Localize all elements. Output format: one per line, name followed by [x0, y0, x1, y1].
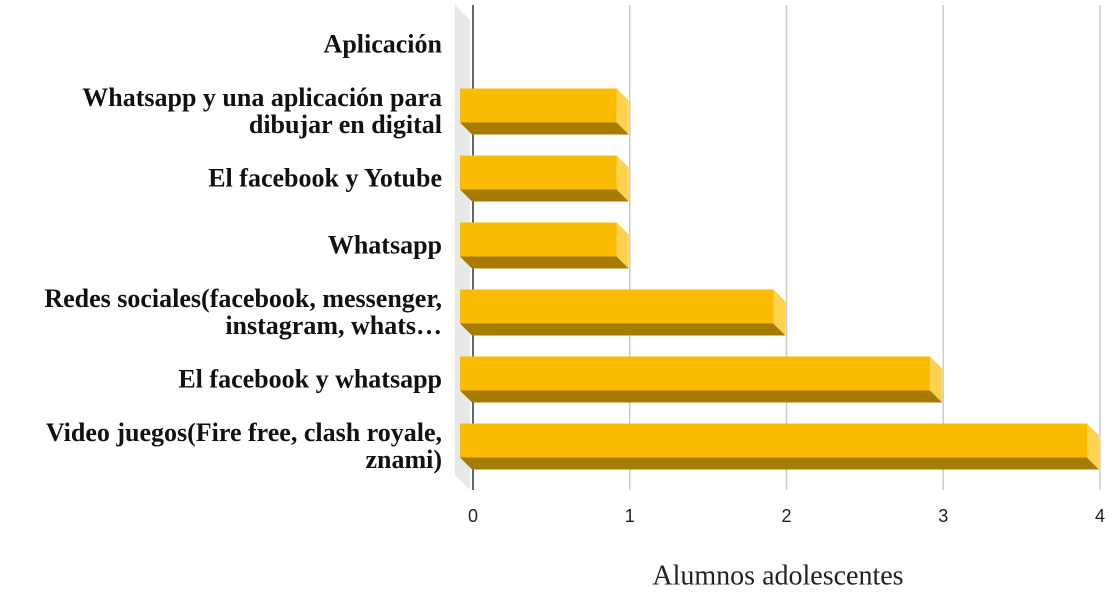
bar-front [460, 155, 617, 190]
bar-front [460, 88, 617, 123]
bar-front [460, 356, 931, 391]
bar-bottom [460, 390, 943, 403]
y-tick-label: Video juegos(Fire free, clash royale, zn… [45, 417, 442, 474]
bar [460, 88, 629, 135]
bar-bottom [460, 122, 629, 135]
bar-side [773, 289, 786, 336]
bar-front [460, 289, 774, 324]
bar-bottom [460, 323, 786, 336]
y-tick-label: El facebook y Yotube [208, 163, 442, 192]
bar [460, 356, 943, 403]
bar-bottom [460, 189, 629, 202]
x-tick-label: 3 [938, 506, 948, 526]
bar-side [616, 88, 629, 135]
x-axis-title: Alumnos adolescentes [652, 560, 903, 591]
bar-side [1087, 423, 1099, 470]
bar-bottom [460, 256, 629, 269]
bar-side [930, 356, 943, 403]
x-tick-label: 4 [1095, 506, 1105, 526]
y-tick-label: Whatsapp y una aplicación para dibujar e… [82, 82, 442, 139]
bar-side [616, 222, 629, 269]
bar [460, 222, 629, 269]
y-tick-label: Whatsapp [327, 230, 442, 259]
bar-bottom [460, 457, 1099, 470]
bar [460, 289, 786, 336]
bar-front [460, 423, 1087, 458]
bar-side [616, 155, 629, 202]
x-tick-label: 2 [781, 506, 791, 526]
bar [460, 155, 629, 202]
y-tick-label: Redes sociales(facebook, messenger, inst… [44, 283, 442, 340]
x-tick-label: 1 [625, 506, 635, 526]
y-tick-label: El facebook y whatsapp [178, 364, 442, 393]
bar [460, 423, 1099, 470]
x-tick-label: 0 [468, 506, 478, 526]
bar-front [460, 222, 617, 257]
y-tick-label: Aplicación [323, 29, 442, 58]
